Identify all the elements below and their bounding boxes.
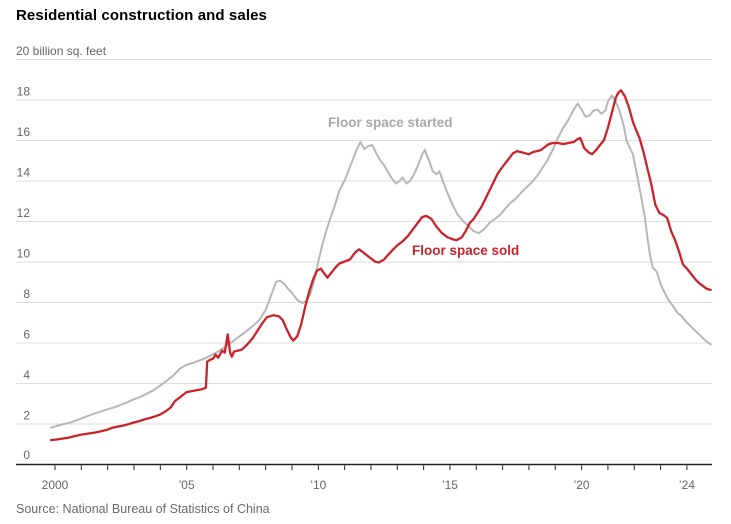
y-tick-label-18: 18 [17,85,31,99]
y-tick-label-12: 12 [17,206,31,220]
legend-floor-space-started: Floor space started [328,115,453,130]
y-axis-unit-label: 20 billion sq. feet [16,44,107,58]
y-tick-label-8: 8 [23,287,30,301]
floor-space-sold-line [49,89,712,442]
y-tick-label-4: 4 [23,368,30,382]
y-tick-label-16: 16 [17,125,31,139]
x-tick-label-2000: 2000 [42,478,69,492]
floor-space-started-line [50,94,712,429]
x-tick-label-2020: ’20 [574,478,590,492]
y-tick-label-14: 14 [17,166,31,180]
y-tick-label-0: 0 [23,448,30,462]
source-attribution: Source: National Bureau of Statistics of… [16,502,270,516]
y-tick-label-6: 6 [23,328,30,342]
y-tick-label-2: 2 [23,409,30,423]
y-tick-label-10: 10 [17,247,31,261]
x-tick-label-2024: ’24 [679,478,695,492]
legend-floor-space-sold: Floor space sold [412,243,520,258]
x-tick-label-2015: ’15 [442,478,458,492]
chart-title: Residential construction and sales [16,7,267,24]
x-tick-label-2005: ’05 [179,478,195,492]
x-tick-label-2010: ’10 [310,478,326,492]
